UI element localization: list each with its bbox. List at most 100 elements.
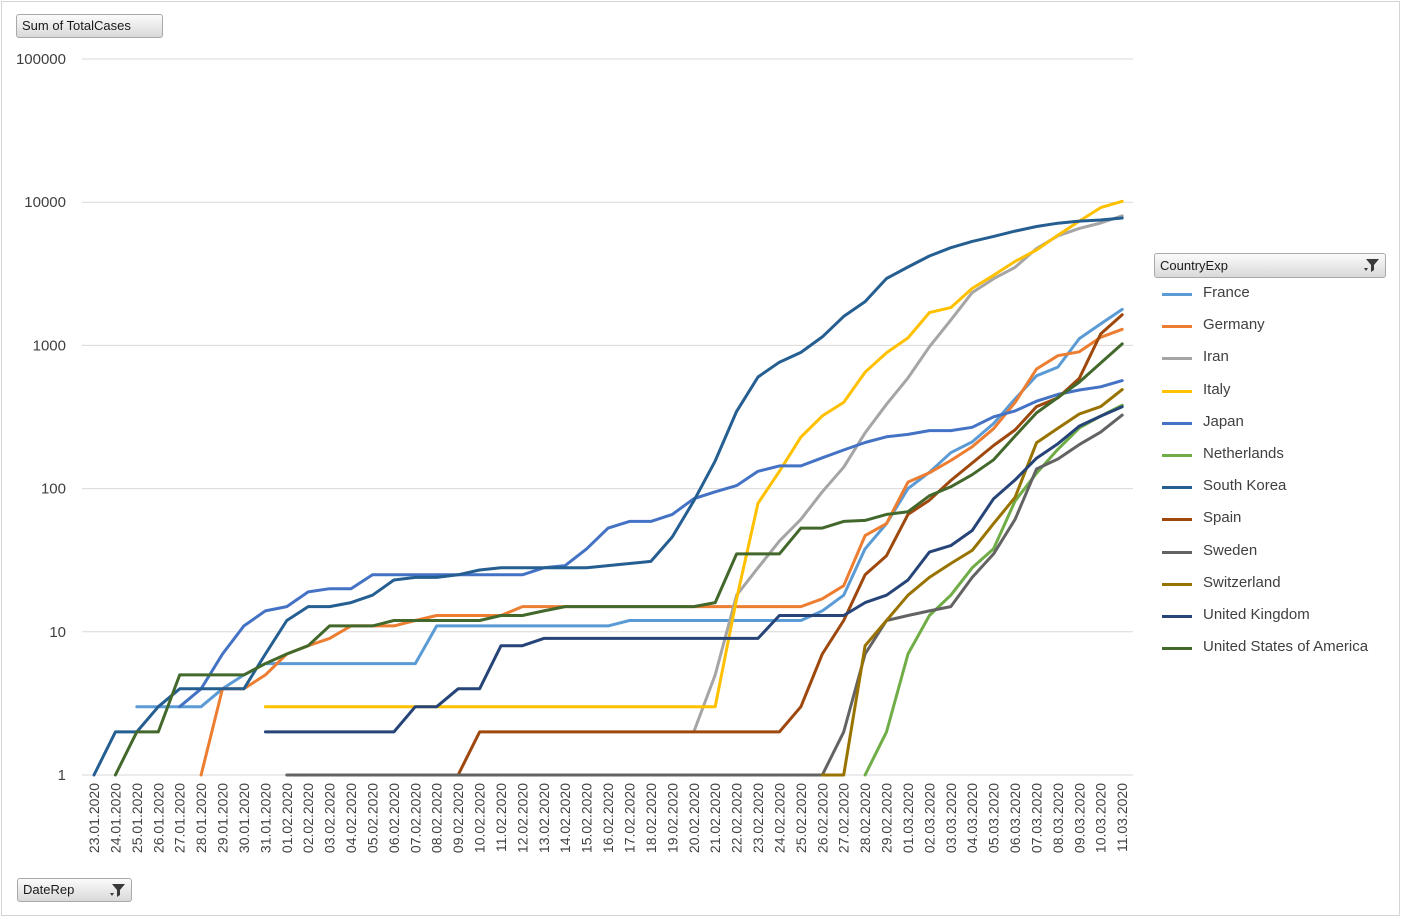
legend-label: Germany <box>1203 316 1265 334</box>
series-sweden <box>285 413 1124 777</box>
sum-of-totalcases-field-button[interactable]: Sum of TotalCases <box>16 14 163 38</box>
legend-list: France Germany Iran Italy Japan Netherlands So… <box>1154 278 1386 664</box>
x-tick-label: 03.02.2020 <box>322 783 338 853</box>
daterep-field-button[interactable]: DateRep <box>17 878 132 902</box>
legend-swatch <box>1162 647 1192 651</box>
legend-swatch <box>1162 453 1192 457</box>
x-tick-label: 02.02.2020 <box>300 783 316 853</box>
series-switzerland <box>820 388 1124 777</box>
x-tick-label: 07.02.2020 <box>407 783 423 853</box>
legend-swatch <box>1162 518 1192 522</box>
x-tick-label: 26.01.2020 <box>150 783 166 853</box>
series-france <box>135 307 1124 709</box>
series-line <box>456 313 1124 777</box>
series-line <box>820 388 1124 777</box>
x-tick-label: 14.02.2020 <box>557 783 573 853</box>
x-tick-label: 09.02.2020 <box>450 783 466 853</box>
axis-field-label: DateRep <box>23 882 75 897</box>
legend-item: France <box>1154 278 1386 310</box>
legend-swatch <box>1162 293 1192 296</box>
x-tick-label: 28.01.2020 <box>193 783 209 853</box>
value-field-label: Sum of TotalCases <box>22 18 131 33</box>
x-tick-label: 20.02.2020 <box>686 783 702 853</box>
gridlines <box>82 58 1133 776</box>
series-south-korea <box>92 216 1124 777</box>
y-axis: 1 10 100 1000 10000 100000 <box>16 51 66 784</box>
legend-label: Italy <box>1203 380 1231 398</box>
series-japan <box>178 379 1124 709</box>
x-tick-label: 23.01.2020 <box>86 783 102 853</box>
x-tick-label: 06.02.2020 <box>386 783 402 853</box>
series-lines <box>92 199 1124 777</box>
x-tick-label: 28.02.2020 <box>857 783 873 853</box>
x-tick-label: 13.02.2020 <box>536 783 552 853</box>
series-line <box>285 413 1124 777</box>
y-tick-label: 1 <box>58 767 66 784</box>
x-tick-label: 12.02.2020 <box>514 783 530 853</box>
series-united-states-of-america <box>113 342 1124 777</box>
x-tick-label: 26.02.2020 <box>814 783 830 853</box>
legend-item: Japan <box>1154 407 1386 439</box>
legend-label: Switzerland <box>1203 573 1281 591</box>
legend-label: France <box>1203 284 1250 301</box>
x-tick-label: 22.02.2020 <box>729 783 745 853</box>
legend-label: Sweden <box>1203 541 1258 559</box>
legend-item: Spain <box>1154 503 1386 535</box>
x-tick-label: 01.02.2020 <box>279 783 295 853</box>
legend-label: Iran <box>1203 348 1229 366</box>
legend-field-button[interactable]: CountryExp <box>1154 253 1386 278</box>
legend-swatch <box>1162 486 1192 490</box>
x-tick-label: 04.02.2020 <box>343 783 359 853</box>
x-tick-label: 01.03.2020 <box>900 783 916 853</box>
legend-label: United States of America <box>1203 638 1369 656</box>
x-tick-label: 29.01.2020 <box>215 783 231 853</box>
legend-item: United States of America <box>1154 632 1386 664</box>
legend-label: Netherlands <box>1203 444 1284 462</box>
filter-dropdown-icon[interactable] <box>1363 256 1381 281</box>
x-tick-label: 06.03.2020 <box>1007 783 1023 853</box>
y-tick-label: 100000 <box>16 51 66 68</box>
series-line <box>113 342 1124 777</box>
legend-label: United Kingdom <box>1203 605 1310 623</box>
y-tick-label: 10 <box>49 624 66 641</box>
x-tick-label: 09.03.2020 <box>1071 783 1087 853</box>
x-tick-label: 08.03.2020 <box>1050 783 1066 853</box>
series-united-kingdom <box>263 405 1124 734</box>
legend-item: South Korea <box>1154 471 1386 503</box>
x-tick-label: 24.02.2020 <box>771 783 787 853</box>
series-line <box>135 307 1124 709</box>
legend-swatch <box>1162 421 1192 425</box>
x-tick-label: 19.02.2020 <box>664 783 680 853</box>
x-tick-label: 11.03.2020 <box>1114 783 1130 852</box>
legend-swatch <box>1162 614 1192 618</box>
x-tick-label: 10.02.2020 <box>472 783 488 853</box>
x-tick-label: 15.02.2020 <box>579 783 595 853</box>
x-tick-label: 21.02.2020 <box>707 783 723 853</box>
y-tick-label: 100 <box>41 481 66 498</box>
legend-item: Netherlands <box>1154 439 1386 471</box>
x-tick-label: 16.02.2020 <box>600 783 616 853</box>
x-tick-label: 24.01.2020 <box>107 783 123 853</box>
x-tick-label: 23.02.2020 <box>750 783 766 853</box>
x-tick-label: 05.03.2020 <box>986 783 1002 853</box>
legend-swatch <box>1162 325 1192 329</box>
series-line <box>92 216 1124 777</box>
x-tick-label: 08.02.2020 <box>429 783 445 853</box>
x-tick-label: 05.02.2020 <box>364 783 380 853</box>
x-tick-label: 04.03.2020 <box>964 783 980 853</box>
legend-swatch <box>1162 550 1192 554</box>
legend-item: Germany <box>1154 310 1386 342</box>
x-axis: 23.01.2020 24.01.2020 25.01.2020 26.01.2020… <box>86 783 1130 853</box>
x-tick-label: 11.02.2020 <box>493 783 509 852</box>
y-tick-label: 10000 <box>24 194 66 211</box>
filter-dropdown-icon[interactable] <box>109 881 127 906</box>
legend-label: Spain <box>1203 509 1242 527</box>
x-tick-label: 07.03.2020 <box>1028 783 1044 853</box>
legend-field-label: CountryExp <box>1160 258 1228 273</box>
legend-item: Iran <box>1154 342 1386 374</box>
legend-label: South Korea <box>1203 477 1287 495</box>
x-tick-label: 17.02.2020 <box>622 783 638 853</box>
legend-item: Switzerland <box>1154 568 1386 600</box>
